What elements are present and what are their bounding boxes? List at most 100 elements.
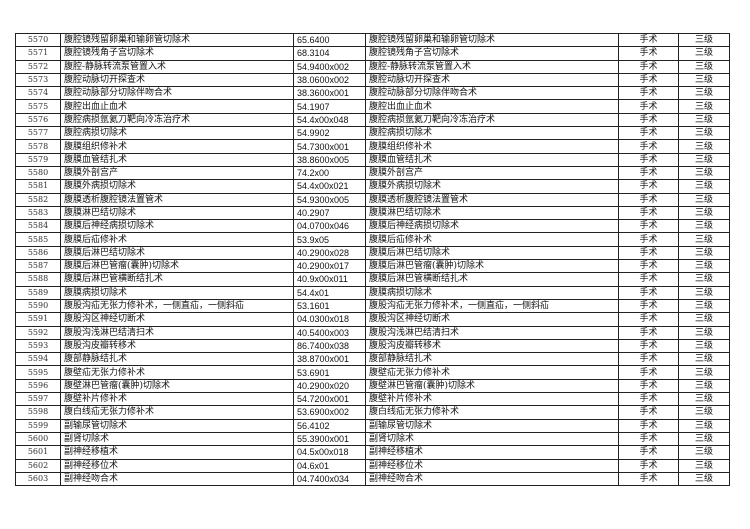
procedure-level: 三级 <box>678 245 730 261</box>
row-number: 5570 <box>15 32 61 48</box>
procedure-name-standard: 腹膜后淋巴结切除术 <box>365 245 619 261</box>
row-number: 5601 <box>15 445 61 460</box>
procedure-name: 腹膜外病损切除术 <box>60 179 294 194</box>
table-row: 5591 腹股沟区神经切断术 04.0300x018 腹股沟区神经切断术 手术 三级 <box>15 312 730 327</box>
procedure-name-standard: 腹膜血管结扎术 <box>365 152 619 167</box>
procedure-type: 手术 <box>618 338 679 354</box>
procedure-level: 三级 <box>678 392 730 407</box>
procedure-level: 三级 <box>678 272 730 287</box>
table-row: 5590 腹股沟疝无张力修补术，一侧直疝，一侧斜疝 53.1601 腹股沟疝无张力修补… <box>15 298 730 314</box>
procedure-type: 手术 <box>618 392 679 407</box>
procedure-level: 三级 <box>678 139 730 154</box>
procedure-name: 腹膜后淋巴管瘤(囊肿)切除术 <box>60 259 294 274</box>
procedure-type: 手术 <box>618 126 679 141</box>
table-row: 5578 腹膜组织修补术 54.7300x001 腹膜组织修补术 手术 三级 <box>15 139 730 154</box>
procedure-type: 手术 <box>618 285 679 300</box>
procedure-code: 40.5400x003 <box>293 325 366 340</box>
procedure-code: 54.7200x001 <box>293 392 366 407</box>
procedure-name: 腹部静脉结扎术 <box>60 352 294 367</box>
procedure-name: 腹腔动脉切开探查术 <box>60 72 294 88</box>
row-number: 5571 <box>15 46 61 61</box>
procedure-name-standard: 腹壁补片修补术 <box>365 392 619 407</box>
table-row: 5587 腹膜后淋巴管瘤(囊肿)切除术 40.2900x017 腹膜后淋巴管瘤(囊肿)… <box>15 259 730 274</box>
procedure-name-standard: 腹膜组织修补术 <box>365 139 619 154</box>
procedure-code: 04.7400x034 <box>293 471 366 487</box>
procedure-type: 手术 <box>618 179 679 194</box>
procedure-name: 腹股沟皮瓣转移术 <box>60 338 294 354</box>
procedure-name-standard: 腹腔出血止血术 <box>365 99 619 114</box>
row-number: 5596 <box>15 378 61 394</box>
row-number: 5588 <box>15 272 61 287</box>
procedure-type: 手术 <box>618 405 679 420</box>
table-row: 5603 副神经吻合术 04.7400x034 副神经吻合术 手术 三级 <box>15 471 730 487</box>
procedure-type: 手术 <box>618 165 679 181</box>
procedure-name: 腹腔出血止血术 <box>60 99 294 114</box>
procedure-code: 40.2900x017 <box>293 259 366 274</box>
procedure-type: 手术 <box>618 232 679 247</box>
procedure-level: 三级 <box>678 219 730 234</box>
procedure-name-standard: 腹膜后神经病损切除术 <box>365 219 619 234</box>
procedure-type: 手术 <box>618 245 679 261</box>
procedure-code: 38.8600x005 <box>293 152 366 167</box>
procedure-name-standard: 腹膜淋巴结切除术 <box>365 205 619 221</box>
procedure-code: 55.3900x001 <box>293 431 366 447</box>
table-row: 5574 腹腔动脉部分切除伴吻合术 38.3600x001 腹腔动脉部分切除伴吻合术手… <box>15 86 730 101</box>
procedure-name: 腹股沟浅淋巴结清扫术 <box>60 325 294 340</box>
procedure-type: 手术 <box>618 152 679 167</box>
table-row: 5579 腹膜血管结扎术 38.8600x005 腹膜血管结扎术 手术 三级 <box>15 152 730 167</box>
procedure-name: 腹壁淋巴管瘤(囊肿)切除术 <box>60 378 294 394</box>
procedure-name-standard: 腹腔镜残留卵巢和输卵管切除术 <box>365 32 619 48</box>
procedure-code: 53.9x05 <box>293 232 366 247</box>
table-row: 5573 腹腔动脉切开探查术 38.0600x002 腹腔动脉切开探查术 手术 三级 <box>15 72 730 88</box>
procedure-name-standard: 腹膜后疝修补术 <box>365 232 619 247</box>
procedure-code: 04.5x00x018 <box>293 445 366 460</box>
procedure-type: 手术 <box>618 365 679 380</box>
procedure-code: 54.4x00x048 <box>293 112 366 128</box>
procedure-code: 54.1907 <box>293 99 366 114</box>
procedure-code: 38.8700x001 <box>293 352 366 367</box>
table-row: 5595 腹壁疝无张力修补术 53.6901 腹壁疝无张力修补术 手术 三级 <box>15 365 730 380</box>
table-row: 5597 腹壁补片修补术 54.7200x001 腹壁补片修补术 手术 三级 <box>15 392 730 407</box>
procedure-type: 手术 <box>618 99 679 114</box>
table-row: 5577 腹腔病损切除术 54.9902 腹腔病损切除术 手术 三级 <box>15 126 730 141</box>
row-number: 5600 <box>15 431 61 447</box>
procedure-level: 三级 <box>678 259 730 274</box>
procedure-type: 手术 <box>618 59 679 74</box>
table-row: 5575 腹腔出血止血术 54.1907 腹腔出血止血术 手术 三级 <box>15 99 730 114</box>
procedure-name-standard: 副神经吻合术 <box>365 471 619 487</box>
row-number: 5585 <box>15 232 61 247</box>
procedure-type: 手术 <box>618 219 679 234</box>
table-row: 5594 腹部静脉结扎术 38.8700x001 腹部静脉结扎术 手术 三级 <box>15 352 730 367</box>
procedure-level: 三级 <box>678 72 730 88</box>
procedure-code: 40.2907 <box>293 205 366 221</box>
table-row: 5570 腹腔镜残留卵巢和输卵管切除术 65.6400 腹腔镜残留卵巢和输卵管切除术手… <box>15 32 730 48</box>
row-number: 5603 <box>15 471 61 487</box>
procedure-level: 三级 <box>678 59 730 74</box>
table-row: 5596 腹壁淋巴管瘤(囊肿)切除术 40.2900x020 腹壁淋巴管瘤(囊肿)切除… <box>15 378 730 394</box>
procedure-name-standard: 腹股沟疝无张力修补术，一侧直疝，一侧斜疝 <box>365 298 619 314</box>
procedure-code: 53.6901 <box>293 365 366 380</box>
table-row: 5584 腹膜后神经病损切除术 04.0700x046 腹膜后神经病损切除术 手术 三级 <box>15 219 730 234</box>
procedure-name: 腹膜淋巴结切除术 <box>60 205 294 221</box>
procedure-name-standard: 副肾切除术 <box>365 431 619 447</box>
row-number: 5586 <box>15 245 61 261</box>
procedure-name-standard: 腹腔动脉切开探查术 <box>365 72 619 88</box>
procedure-code: 65.6400 <box>293 32 366 48</box>
procedure-level: 三级 <box>678 285 730 300</box>
procedure-level: 三级 <box>678 46 730 61</box>
table-row: 5582 腹膜透析腹腔镜法置管术 54.9300x005 腹膜透析腹腔镜法置管术 手术三… <box>15 192 730 207</box>
procedure-type: 手术 <box>618 86 679 101</box>
row-number: 5577 <box>15 126 61 141</box>
procedure-name-standard: 腹白线疝无张力修补术 <box>365 405 619 420</box>
procedure-name-standard: 腹膜外病损切除术 <box>365 179 619 194</box>
procedure-name-standard: 腹部静脉结扎术 <box>365 352 619 367</box>
procedure-name-standard: 腹股沟区神经切断术 <box>365 312 619 327</box>
table-row: 5598 腹白线疝无张力修补术 53.6900x002 腹白线疝无张力修补术 手术 三级 <box>15 405 730 420</box>
procedure-level: 三级 <box>678 86 730 101</box>
procedure-name: 腹腔镜残角子宫切除术 <box>60 46 294 61</box>
procedure-type: 手术 <box>618 46 679 61</box>
procedure-level: 三级 <box>678 232 730 247</box>
row-number: 5598 <box>15 405 61 420</box>
procedure-code: 38.3600x001 <box>293 86 366 101</box>
row-number: 5575 <box>15 99 61 114</box>
